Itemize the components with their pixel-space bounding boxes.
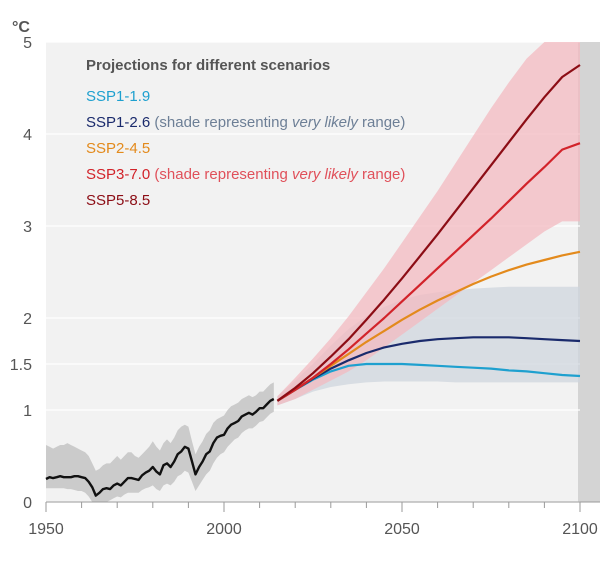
band-ssp3-70 <box>277 42 580 406</box>
y-tick-label-1: 1 <box>23 403 32 420</box>
legend-item-ssp3-70: SSP3-7.0 (shade representing very likely… <box>86 166 405 183</box>
y-tick-label-0: 0 <box>23 495 32 512</box>
y-tick-label-5: 4 <box>23 127 32 144</box>
y-tick-label-2: 1.5 <box>10 357 32 374</box>
series-lines <box>45 64 581 497</box>
y-tick-label-3: 2 <box>23 311 32 328</box>
legend: Projections for different scenarios SSP1… <box>86 57 405 209</box>
series-line-ssp1-19 <box>276 362 581 402</box>
legend-item-ssp1-19: SSP1-1.9 <box>86 88 150 105</box>
x-tick-label-2100: 2100 <box>562 521 598 538</box>
band-ssp1-26 <box>277 286 580 406</box>
series-line-historical <box>45 397 275 497</box>
legend-title: Projections for different scenarios <box>86 57 330 74</box>
series-line-ssp2-45 <box>276 250 581 402</box>
y-tick-label-4: 3 <box>23 219 32 236</box>
legend-items: SSP1-1.9 SSP1-2.6 (shade representing ver… <box>86 88 405 209</box>
series-line-ssp3-70 <box>276 142 581 402</box>
band-historical <box>46 382 274 502</box>
y-unit-label: °C <box>12 19 30 36</box>
x-tick-label-2050: 2050 <box>384 521 420 538</box>
right-edge-strip <box>578 42 600 502</box>
legend-item-ssp1-26: SSP1-2.6 (shade representing very likely… <box>86 114 405 131</box>
legend-item-ssp2-45: SSP2-4.5 <box>86 140 150 157</box>
legend-item-ssp5-85: SSP5-8.5 <box>86 192 150 209</box>
axes: 1950 2000 2050 2100 0 1 1.5 2 3 4 5 <box>10 35 600 538</box>
y-tick-label-6: 5 <box>23 35 32 52</box>
series-line-ssp5-85 <box>276 64 581 402</box>
x-tick-label-2000: 2000 <box>206 521 242 538</box>
series-line-ssp1-26 <box>276 336 581 402</box>
x-tick-label-1950: 1950 <box>28 521 64 538</box>
uncertainty-bands <box>46 42 580 502</box>
